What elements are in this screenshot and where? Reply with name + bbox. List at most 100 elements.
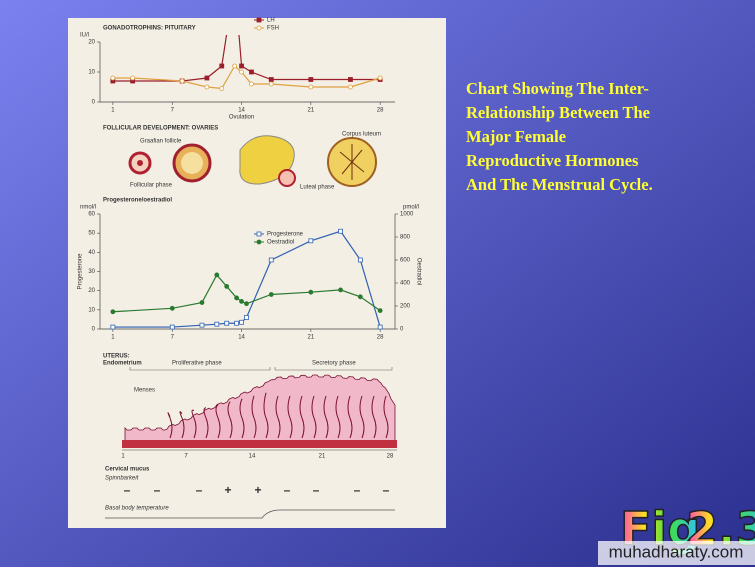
uterus-subtitle: Endometrium <box>103 361 142 367</box>
y-unit: IU/l <box>80 33 89 39</box>
day-label: 28 <box>387 454 394 460</box>
y2-tick-label: 200 <box>400 304 411 310</box>
marker <box>348 77 353 82</box>
title-line: Major Female <box>466 127 566 146</box>
marker <box>308 84 314 90</box>
title-line: And The Menstrual Cycle. <box>466 175 653 194</box>
bbt-label: Basal body temperature <box>105 506 169 512</box>
figure-panel <box>68 18 446 528</box>
gland <box>287 395 293 439</box>
endometrium <box>122 374 397 451</box>
day-label: 7 <box>184 454 188 460</box>
mucus-sign: – <box>154 483 161 497</box>
legend-label: FSH <box>267 26 279 32</box>
marker <box>338 228 343 234</box>
gland <box>383 395 389 439</box>
gland <box>179 411 185 439</box>
gland <box>215 404 221 439</box>
marker <box>199 300 205 305</box>
gland <box>191 409 197 439</box>
ovary-illustrations <box>128 135 377 187</box>
marker <box>239 69 244 75</box>
marker <box>308 238 314 244</box>
gland <box>371 395 377 439</box>
legend-label: Progesterone <box>267 232 304 238</box>
marker <box>338 287 343 293</box>
marker <box>268 292 274 297</box>
y-tick-label: 0 <box>92 100 96 106</box>
day-label: 1 <box>121 454 125 460</box>
gland <box>263 392 269 439</box>
marker <box>377 324 383 330</box>
title-line: Reproductive Hormones <box>466 151 639 170</box>
gland <box>227 401 233 439</box>
watermark: muhadharaty.com <box>609 542 744 561</box>
phase-brackets <box>129 367 393 371</box>
marker <box>239 298 244 304</box>
x-tick-label: 1 <box>111 108 115 114</box>
label: Corpus luteum <box>342 132 381 138</box>
gland <box>251 395 257 439</box>
marker <box>244 315 249 320</box>
mucus-sign: + <box>254 483 261 497</box>
gland <box>203 407 209 439</box>
marker <box>239 63 244 69</box>
marker <box>357 294 363 300</box>
marker <box>199 322 205 328</box>
y-tick-label: 30 <box>88 269 95 275</box>
chart-title: Progesterone/oestradiol <box>103 198 172 204</box>
uterus-title: UTERUS: <box>103 354 130 360</box>
marker <box>110 324 116 330</box>
y-tick-label: 10 <box>88 70 95 76</box>
marker <box>130 75 136 81</box>
marker <box>348 84 353 90</box>
y2-tick-label: 600 <box>400 258 411 264</box>
label: Follicular phase <box>130 183 173 189</box>
marker <box>219 63 225 69</box>
y2-axis-title: Oestradiol <box>415 258 421 285</box>
mucus-sign: – <box>383 483 390 497</box>
mucus-sign: – <box>196 483 203 497</box>
x-tick-label: 21 <box>308 108 315 114</box>
marker <box>232 63 238 69</box>
basal-layer <box>122 440 397 448</box>
marker <box>204 84 210 90</box>
gland <box>347 395 353 439</box>
marker <box>357 257 363 263</box>
gland <box>359 395 365 439</box>
marker <box>110 75 116 81</box>
x-tick-label: 7 <box>171 108 175 114</box>
y2-tick-label: 800 <box>400 235 411 241</box>
marker <box>268 257 274 263</box>
y2-tick-label: 400 <box>400 281 411 287</box>
label: Luteal phase <box>300 185 335 191</box>
legend-label: Oestradiol <box>267 240 294 246</box>
x-axis-label: Ovulation <box>229 115 254 121</box>
marker <box>249 81 254 87</box>
y2-tick-label: 0 <box>400 327 404 333</box>
bbt-line <box>105 509 395 519</box>
x-tick-label: 1 <box>111 335 115 341</box>
marker <box>219 86 225 91</box>
mucus-sign: – <box>354 483 361 497</box>
y-tick-label: 10 <box>88 307 95 313</box>
marker <box>224 320 230 326</box>
marker <box>169 324 175 330</box>
label: Secretory phase <box>312 361 356 367</box>
marker <box>110 309 116 315</box>
marker <box>268 77 274 82</box>
marker <box>179 78 185 84</box>
title-line: Relationship Between The <box>466 103 650 122</box>
x-tick-label: 28 <box>377 108 384 114</box>
x-tick-label: 14 <box>238 108 245 114</box>
gland <box>311 395 317 439</box>
marker <box>234 295 240 301</box>
y-unit: nmol/l <box>80 205 96 211</box>
label: Graafian follicle <box>140 139 182 145</box>
gland <box>239 398 245 439</box>
plot <box>110 35 383 91</box>
marker <box>377 75 383 81</box>
y-tick-label: 20 <box>88 288 95 294</box>
marker <box>234 320 240 326</box>
